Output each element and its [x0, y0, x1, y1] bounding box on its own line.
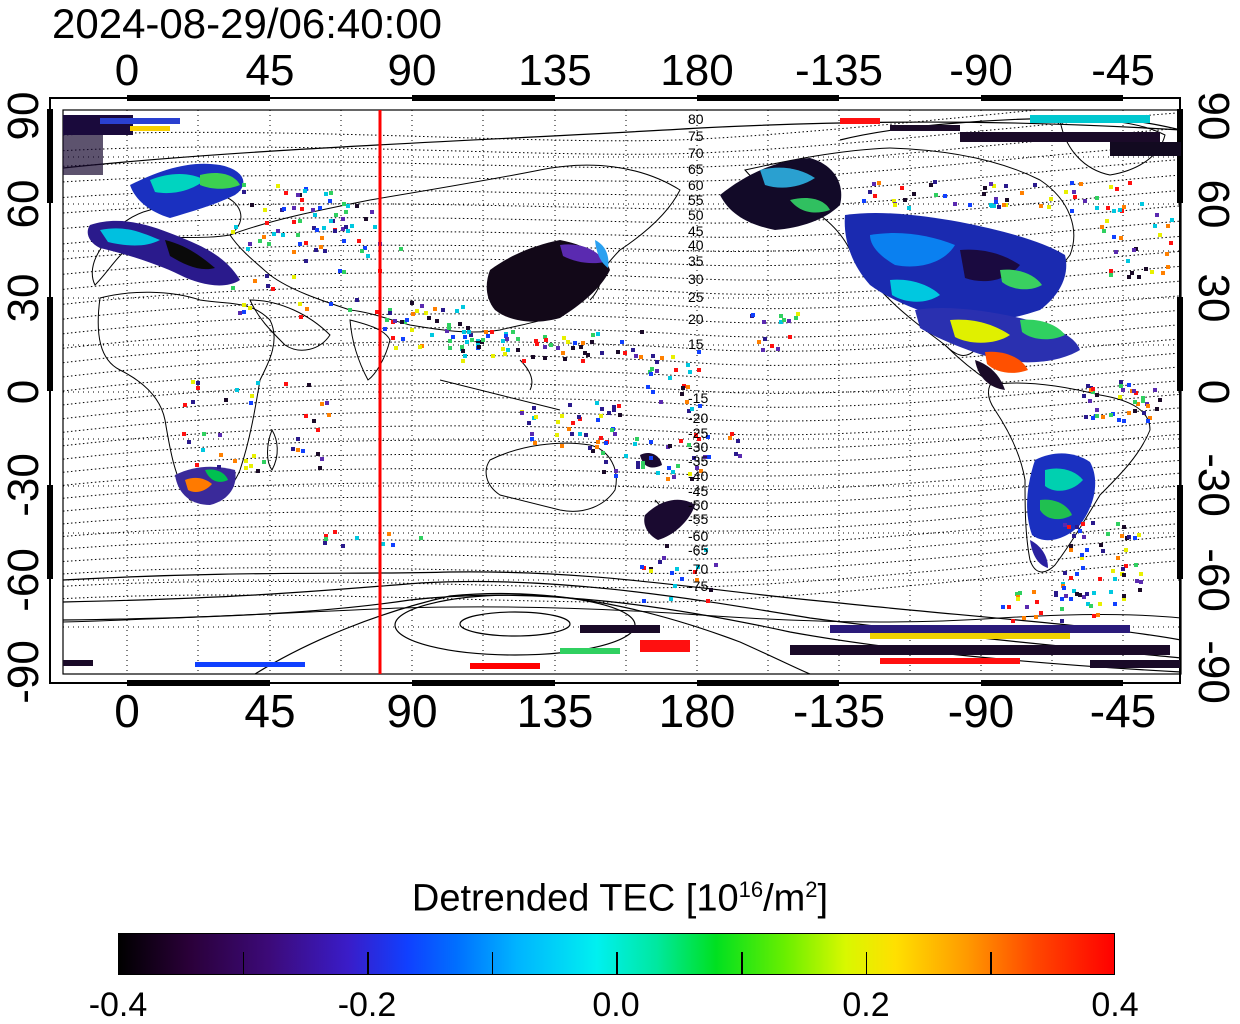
contour-label: -55 [688, 511, 708, 527]
contour-label: 35 [688, 253, 704, 269]
contour-label: 15 [688, 336, 704, 352]
colorbar-tick [616, 952, 618, 974]
colorbar-title-exponent: 16 [738, 877, 764, 902]
colorbar-title-unit: /m [763, 877, 806, 920]
lon-label-top: 0 [114, 46, 140, 95]
contour-label: -30 [688, 439, 708, 455]
colorbar-title-text: Detrended TEC [10 [411, 877, 739, 920]
contour-label: 60 [688, 177, 704, 193]
colorbar-title-end: ] [817, 877, 829, 920]
contour-label: -65 [688, 542, 708, 558]
colorbar-tick [741, 952, 743, 974]
lon-label-bottom: -45 [1089, 685, 1157, 737]
contour-label: 75 [688, 128, 704, 144]
contour-label: 70 [688, 145, 704, 161]
lat-label-left: 0 [0, 379, 48, 405]
colorbar-tick [865, 952, 868, 974]
lat-label-right: 0 [1189, 379, 1238, 405]
contour-label: 65 [688, 161, 704, 177]
contour-label: -50 [688, 497, 708, 513]
contour-label: -35 [688, 453, 708, 469]
lon-label-bottom: 90 [386, 685, 438, 737]
lon-label-bottom: 0 [114, 685, 140, 737]
lat-label-left: 60 [0, 179, 48, 229]
contour-label: -60 [688, 528, 708, 544]
frame-ticks [47, 95, 1183, 686]
tec-data-patches [63, 115, 1181, 669]
contour-label: -75 [688, 578, 708, 594]
lon-label-top: 45 [245, 46, 295, 95]
colorbar-tick [990, 952, 992, 974]
contour-label: 50 [688, 207, 704, 223]
lon-label-bottom: 45 [244, 685, 296, 737]
lat-label-left: -30 [0, 453, 48, 517]
colorbar-tick [491, 952, 494, 974]
contour-label: 80 [688, 111, 704, 127]
lon-label-top: 90 [387, 46, 437, 95]
lat-label-left: -90 [0, 640, 48, 704]
lat-label-right: -90 [1189, 640, 1238, 704]
tec-scatter-points [182, 180, 1174, 623]
contour-label: 45 [688, 223, 704, 239]
contour-label: 25 [688, 289, 704, 305]
lon-label-top: 135 [518, 46, 592, 95]
lat-label-left: 30 [0, 273, 48, 323]
lon-label-bottom: -135 [792, 685, 886, 737]
contour-label: 40 [688, 237, 704, 253]
colorbar-tick [242, 952, 245, 974]
lat-label-right: -60 [1189, 548, 1238, 612]
lat-label-right: -30 [1189, 453, 1238, 517]
colorbar-tick-label: 0.0 [592, 986, 640, 1024]
lon-label-top: -45 [1091, 46, 1155, 95]
colorbar-tick-label: -0.2 [337, 986, 397, 1024]
contour-label: -20 [688, 410, 708, 426]
lat-label-right: 30 [1189, 273, 1238, 323]
contour-label: -25 [688, 425, 708, 441]
lon-label-bottom: -90 [947, 685, 1015, 737]
lat-label-left: 90 [0, 91, 48, 141]
lon-label-top: -135 [794, 46, 884, 95]
lon-label-top: -90 [949, 46, 1013, 95]
contour-label: -15 [688, 390, 708, 406]
colorbar-tick [367, 952, 369, 974]
lon-label-top: 180 [660, 46, 734, 95]
lat-label-right: 60 [1189, 179, 1238, 229]
lon-label-bottom: 180 [658, 685, 736, 737]
contour-label: 30 [688, 271, 704, 287]
contour-label: -40 [688, 468, 708, 484]
contour-label: 55 [688, 192, 704, 208]
colorbar-title-unit-exponent: 2 [805, 877, 818, 902]
contour-label: -45 [688, 483, 708, 499]
contour-label: 20 [688, 311, 704, 327]
contour-label: -70 [688, 561, 708, 577]
colorbar-tick-label: 0.4 [1091, 986, 1139, 1024]
map-timestamp: 2024-08-29/06:40:00 [52, 0, 442, 47]
lon-label-bottom: 135 [516, 685, 594, 737]
lat-label-right: 90 [1189, 91, 1238, 141]
colorbar-title: Detrended TEC [1016/m2] [0, 868, 1240, 921]
lat-label-left: -60 [0, 548, 48, 612]
colorbar-tick-label: -0.4 [88, 986, 148, 1024]
colorbar-tick-label: 0.2 [842, 986, 890, 1024]
